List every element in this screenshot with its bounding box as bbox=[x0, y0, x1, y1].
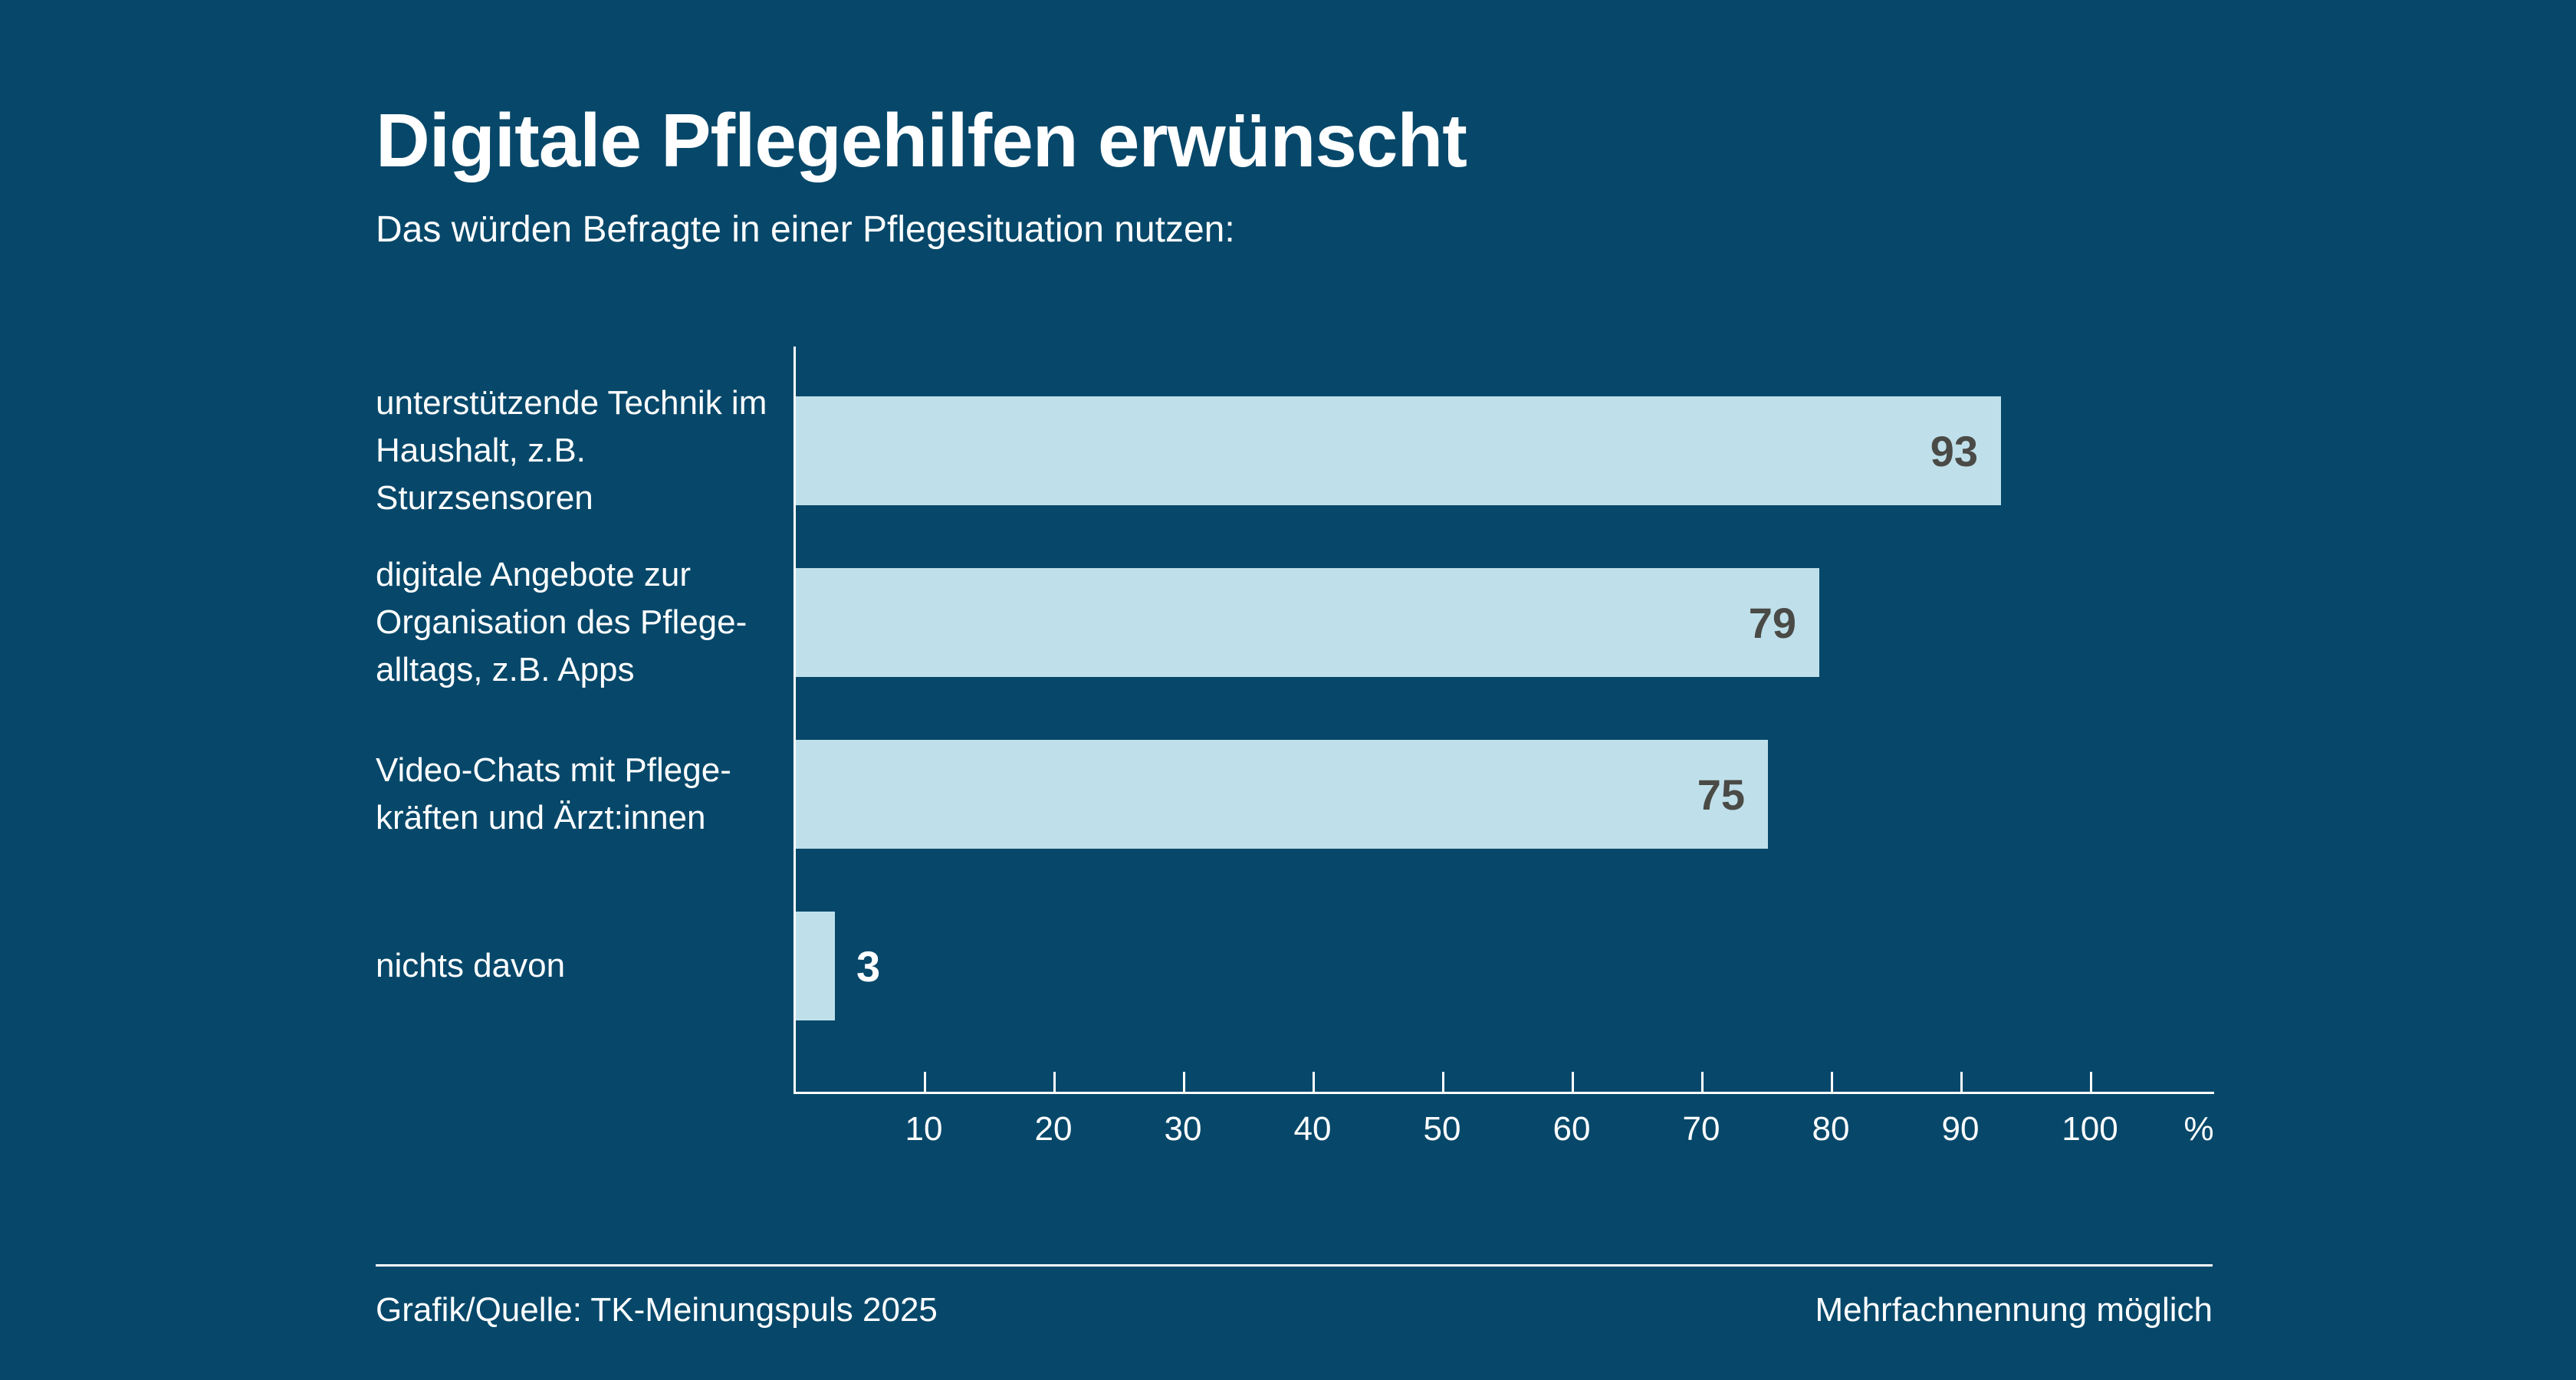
category-label: Video-Chats mit Pflege- kräften und Ärzt… bbox=[376, 751, 731, 836]
x-axis-tick-label: 50 bbox=[1423, 1110, 1461, 1148]
page-subtitle: Das würden Befragte in einer Pflegesitua… bbox=[376, 209, 1235, 250]
bar bbox=[796, 912, 835, 1020]
x-axis-tick-label: 100 bbox=[2062, 1110, 2118, 1148]
x-axis-tick-label: 90 bbox=[1941, 1110, 1980, 1148]
bar-value: 3 bbox=[856, 941, 881, 991]
x-axis-line bbox=[794, 1092, 2214, 1094]
y-axis-line bbox=[794, 347, 796, 1094]
bar: 75 bbox=[796, 740, 1768, 849]
bar: 79 bbox=[796, 568, 1819, 677]
x-axis-tick bbox=[1313, 1072, 1315, 1092]
bar-value: 93 bbox=[1930, 426, 1978, 475]
bar: 93 bbox=[796, 396, 2001, 505]
footer-divider bbox=[376, 1264, 2213, 1267]
bar-value: 75 bbox=[1697, 770, 1745, 819]
category-label: nichts davon bbox=[376, 947, 566, 984]
x-axis-tick bbox=[2090, 1072, 2092, 1092]
category-label: digitale Angebote zur Organisation des P… bbox=[376, 556, 748, 688]
x-axis-tick-label: 30 bbox=[1164, 1110, 1202, 1148]
x-axis-tick-label: 70 bbox=[1682, 1110, 1720, 1148]
x-axis-tick bbox=[1183, 1072, 1185, 1092]
x-axis-tick bbox=[1701, 1072, 1704, 1092]
x-axis-tick-label: 20 bbox=[1034, 1110, 1073, 1148]
x-axis-tick bbox=[1442, 1072, 1444, 1092]
x-axis-tick-label: 10 bbox=[905, 1110, 943, 1148]
x-axis-unit-label: % bbox=[2183, 1110, 2214, 1148]
x-axis-tick-label: 80 bbox=[1812, 1110, 1850, 1148]
x-axis-tick bbox=[1572, 1072, 1574, 1092]
x-axis-tick bbox=[1831, 1072, 1833, 1092]
bar-value: 79 bbox=[1748, 598, 1796, 647]
footer-source: Grafik/Quelle: TK-Meinungspuls 2025 bbox=[376, 1291, 938, 1329]
x-axis-tick bbox=[924, 1072, 926, 1092]
category-label: unterstützende Technik im Haushalt, z.B.… bbox=[376, 384, 767, 517]
x-axis-tick bbox=[1053, 1072, 1056, 1092]
x-axis-tick-label: 60 bbox=[1552, 1110, 1591, 1148]
x-axis-tick bbox=[1960, 1072, 1963, 1092]
page-title: Digitale Pflegehilfen erwünscht bbox=[376, 98, 1467, 182]
x-axis-tick-label: 40 bbox=[1293, 1110, 1332, 1148]
footer-note: Mehrfachnennung möglich bbox=[1815, 1291, 2213, 1329]
